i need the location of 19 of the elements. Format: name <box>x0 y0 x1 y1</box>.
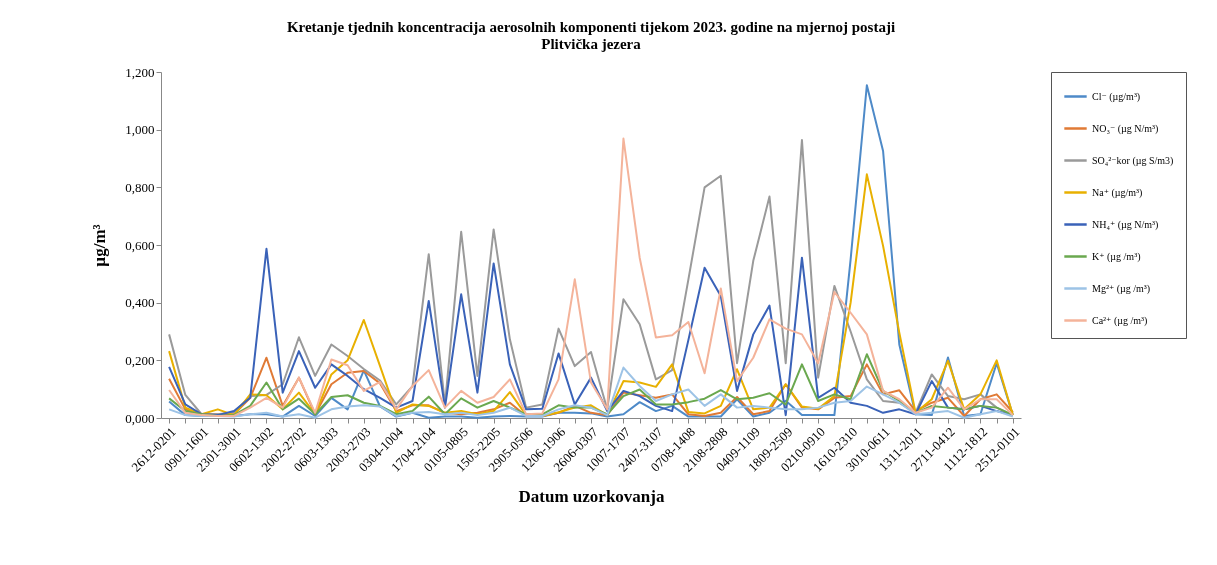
y-tick-label: 0,800 <box>125 179 155 195</box>
y-tick-label: 0,000 <box>125 410 155 426</box>
legend-label: Na⁺ (µg/m³) <box>1092 186 1143 199</box>
legend-label: Cl⁻ (µg/m³) <box>1092 90 1141 103</box>
legend-label: Mg²⁺ (µg /m³) <box>1092 282 1151 295</box>
legend-label: SO₄²⁻kor (µg S/m3) <box>1092 154 1174 167</box>
line-series <box>168 366 1014 419</box>
y-tick-label: 0,600 <box>125 237 155 253</box>
chart-title: Kretanje tjednih koncentracija aerosolnih komponenti tijekom 2023. godine na mjernoj postaji Plitvička jezera <box>286 19 896 52</box>
legend-label: NH₄⁺ (µg N/m³) <box>1092 218 1159 231</box>
y-tick-label: 0,400 <box>125 295 155 311</box>
legend-label: K⁺ (µg /m³) <box>1092 250 1141 263</box>
y-tick-label: 1,000 <box>125 122 155 138</box>
x-axis-title: Datum uzorkovanja <box>518 486 665 506</box>
y-axis-title: µg/m³ <box>90 224 110 267</box>
legend-label: NO₃⁻ (µg N/m³) <box>1092 122 1159 135</box>
legend-label: Ca²⁺ (µg /m³) <box>1092 314 1148 327</box>
y-tick-label: 1,200 <box>125 64 155 80</box>
y-tick-label: 0,200 <box>125 352 155 368</box>
